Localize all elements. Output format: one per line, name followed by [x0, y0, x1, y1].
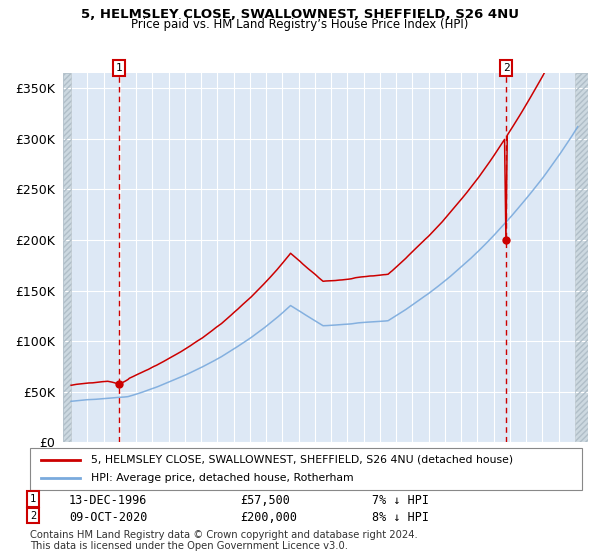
Text: 5, HELMSLEY CLOSE, SWALLOWNEST, SHEFFIELD, S26 4NU: 5, HELMSLEY CLOSE, SWALLOWNEST, SHEFFIEL… — [81, 8, 519, 21]
Text: £200,000: £200,000 — [240, 511, 297, 524]
Text: 8% ↓ HPI: 8% ↓ HPI — [372, 511, 429, 524]
FancyBboxPatch shape — [30, 448, 582, 490]
Text: HPI: Average price, detached house, Rotherham: HPI: Average price, detached house, Roth… — [91, 473, 353, 483]
Text: 7% ↓ HPI: 7% ↓ HPI — [372, 494, 429, 507]
Bar — [63, 73, 71, 442]
Bar — [575, 73, 588, 442]
Bar — [63, 73, 71, 442]
Text: 09-OCT-2020: 09-OCT-2020 — [69, 511, 148, 524]
Text: 1: 1 — [116, 63, 122, 73]
Text: £57,500: £57,500 — [240, 494, 290, 507]
Text: 2: 2 — [503, 63, 509, 73]
Text: Price paid vs. HM Land Registry’s House Price Index (HPI): Price paid vs. HM Land Registry’s House … — [131, 18, 469, 31]
Text: Contains HM Land Registry data © Crown copyright and database right 2024.
This d: Contains HM Land Registry data © Crown c… — [30, 530, 418, 552]
Text: 2: 2 — [30, 511, 36, 521]
Bar — [575, 73, 588, 442]
Text: 5, HELMSLEY CLOSE, SWALLOWNEST, SHEFFIELD, S26 4NU (detached house): 5, HELMSLEY CLOSE, SWALLOWNEST, SHEFFIEL… — [91, 455, 513, 465]
Text: 1: 1 — [30, 494, 36, 504]
Text: 13-DEC-1996: 13-DEC-1996 — [69, 494, 148, 507]
